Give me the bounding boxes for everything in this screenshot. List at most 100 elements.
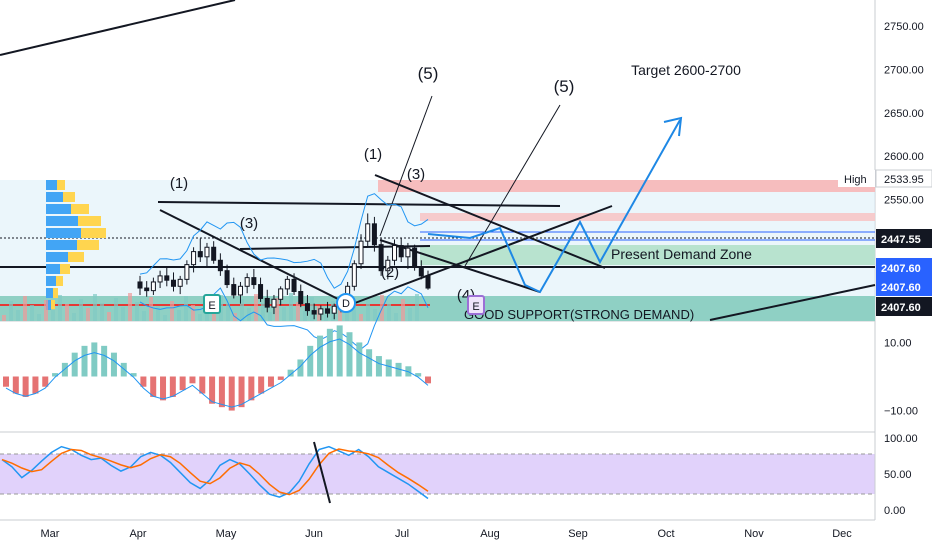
volume-profile-bar-down [77,240,99,250]
volume-bar [387,304,391,321]
candle-body [211,246,217,261]
volume-bar [135,302,139,321]
volume-bar [51,309,55,321]
volume-bar [128,293,132,321]
volume-bar [254,294,258,321]
macd-bar [140,376,147,387]
volume-bar [212,309,216,321]
time-tick-label: Nov [744,528,764,540]
support-label: GOOD SUPPORT(STRONG DEMAND) [464,307,694,322]
volume-profile-bar-down [81,228,106,238]
stoch-tick-label: 50.00 [884,469,912,481]
volume-bar [198,314,202,321]
level-tag-1: 2407.60 [876,258,932,277]
volume-bar [268,312,272,321]
candle-body [358,240,364,265]
volume-profile-bar-down [60,264,70,274]
volume-bar [30,305,34,321]
macd-bar [248,376,255,401]
volume-profile-bar-up [46,192,63,202]
volume-bar [9,301,13,321]
volume-bar [44,300,48,321]
volume-bar [23,296,27,321]
macd-bar [267,376,274,387]
candle-body [164,275,170,281]
candle-body [157,275,163,283]
svg-text:2533.95: 2533.95 [884,174,924,186]
candle-body [271,298,277,308]
time-tick-label: Mar [41,528,60,540]
macd-bar [160,376,167,401]
macd-bar [101,345,108,377]
volume-bar [394,313,398,321]
svg-text:2407.60: 2407.60 [881,263,921,275]
volume-profile-bar-up [46,204,71,214]
macd-bar [61,362,68,377]
macd-bar [375,356,382,377]
volume-profile-bar-down [57,180,65,190]
level-tag-3: 2407.60 [876,297,932,316]
volume-bar [373,309,377,321]
macd-bar [297,359,304,377]
candle-body [264,297,270,308]
candle-body [325,308,331,314]
candle-body [278,288,284,300]
volume-profile-bar-down [63,192,75,202]
macd-bar [287,369,294,377]
volume-bar [338,310,342,321]
candle-body [371,223,377,246]
candle-body [385,259,391,272]
stoch-axis: 100.00 50.00 0.00 [884,433,918,517]
macd-tick-label: 10.00 [884,337,912,349]
svg-text:E: E [208,300,215,312]
level-tag-2: 2407.60 [876,277,932,296]
volume-bar [261,303,265,321]
volume-bar [149,297,153,321]
trendline-rising [354,205,613,304]
stoch-band [0,454,875,494]
time-tick-label: Jun [305,528,323,540]
svg-text:High: High [844,174,867,186]
candle-body [231,284,237,296]
volume-bar [296,302,300,321]
wave5-line-a [379,95,433,237]
candle-body [184,264,190,280]
candle-body [365,223,371,242]
volume-bar [303,311,307,321]
time-axis: Mar Apr May Jun Jul Aug Sep Oct Nov Dec [41,528,853,540]
marker-e-right: E [467,295,485,315]
volume-bar [156,306,160,321]
macd-bar [189,376,196,384]
macd-bar [199,376,206,394]
macd-bar [22,376,29,397]
candle-body [170,279,176,287]
wave-1-label-a: (1) [170,175,188,192]
volume-bar [79,299,83,321]
wave-5-label-a: (5) [418,64,439,83]
macd-bar [258,376,265,394]
macd-tick-label: −10.00 [884,406,918,418]
resistance-zone-2 [420,213,875,221]
volume-bar [93,294,97,321]
time-tick-label: May [216,528,237,540]
svg-text:D: D [342,298,350,310]
candle-body [392,245,398,261]
volume-bar [37,314,41,321]
price-tick-label: 2550.00 [884,195,924,207]
stoch-divergence-line [313,441,331,504]
macd-axis: 10.00 −10.00 [884,337,918,417]
svg-text:2447.55: 2447.55 [881,234,921,246]
macd-bar [415,373,422,377]
volume-bar [170,301,174,321]
trendline-triangle-top [157,201,561,207]
volume-bar [415,294,419,321]
trendline-descending [374,174,606,269]
volume-bar [177,310,181,321]
macd-bar [336,325,343,377]
macd-bar [395,362,402,377]
bollinger-lower [139,286,429,350]
macd-bar [326,328,333,377]
candle-body [291,278,297,293]
svg-text:E: E [472,301,479,313]
volume-bar [163,315,167,321]
